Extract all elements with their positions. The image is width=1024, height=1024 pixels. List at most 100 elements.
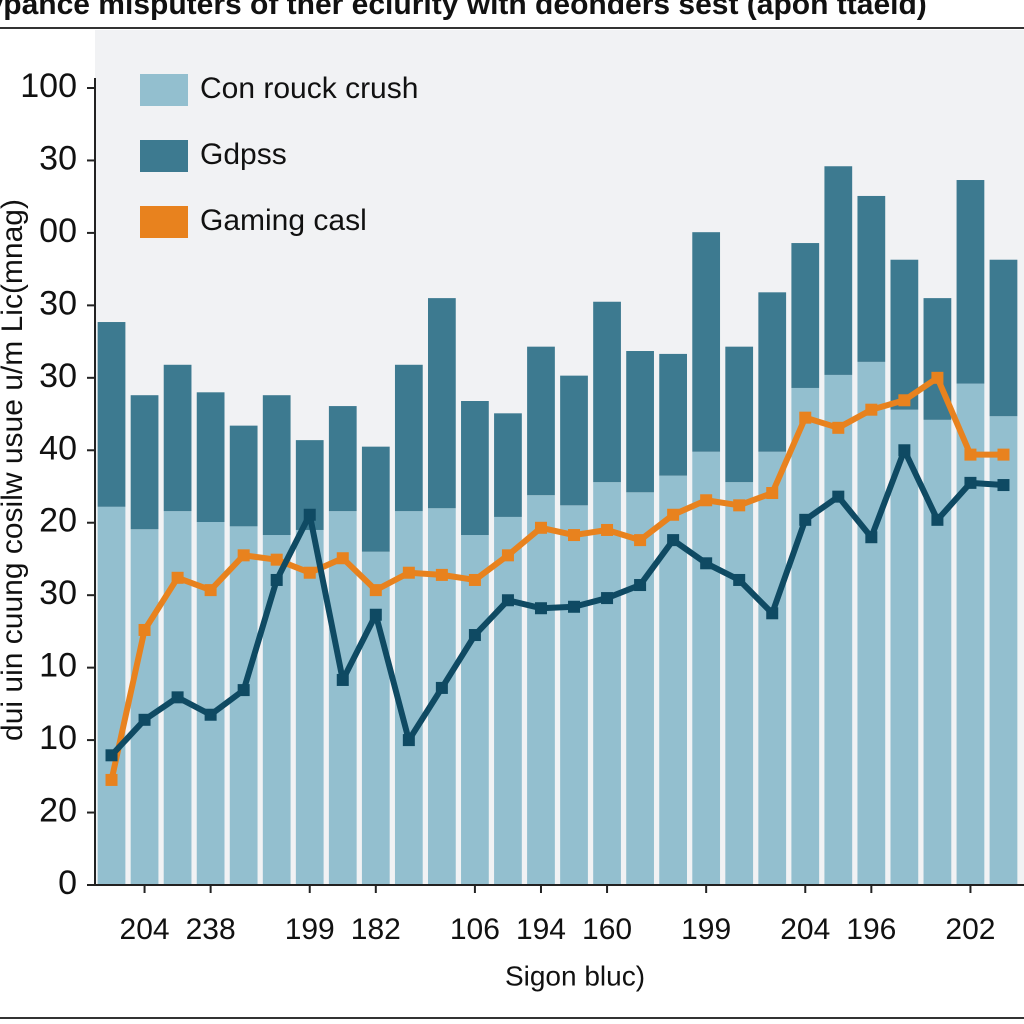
bar (626, 492, 654, 885)
line-marker (237, 549, 250, 562)
bar (692, 451, 721, 885)
line-marker (468, 629, 481, 642)
line-marker (931, 513, 944, 526)
line-marker (568, 529, 581, 542)
line-marker (534, 521, 547, 534)
x-tick-label: 199 (285, 913, 335, 946)
bar (758, 451, 787, 885)
line-marker (534, 602, 547, 615)
bar (989, 416, 1018, 885)
line-marker (865, 531, 878, 544)
bar (890, 409, 919, 885)
line (108, 374, 1004, 781)
line-marker (138, 713, 151, 726)
bar (857, 361, 886, 885)
bar (130, 395, 159, 530)
line-marker (369, 608, 382, 621)
bar (956, 383, 985, 885)
y-tick-label: 20 (39, 502, 77, 540)
y-tick-label: 30 (39, 139, 77, 177)
x-tick-label: 160 (582, 913, 632, 946)
x-tick-label: 194 (516, 913, 566, 946)
bar (593, 482, 621, 885)
bar (295, 529, 324, 885)
bar (97, 506, 126, 885)
bar (956, 180, 985, 384)
line-marker (799, 411, 812, 424)
y-tick-label: 10 (39, 719, 77, 757)
bar (890, 259, 919, 410)
bar (824, 166, 853, 375)
bar (428, 298, 456, 509)
line-marker (634, 579, 647, 592)
legend: Con rouck crush Gdpss Gaming casl (140, 72, 418, 238)
y-tick-label: 20 (39, 792, 77, 830)
y-tick-label: 30 (39, 574, 77, 612)
line-marker (832, 490, 845, 503)
line-marker (568, 600, 581, 613)
bar (328, 511, 357, 885)
line-marker (105, 749, 118, 762)
y-tick-label: 10 (39, 647, 77, 685)
bar (461, 535, 489, 885)
line-marker (171, 691, 184, 704)
bar (791, 387, 820, 885)
bar (857, 195, 886, 362)
bar (97, 322, 126, 507)
line-marker (336, 673, 349, 686)
bar (626, 351, 654, 493)
legend-swatch (140, 140, 188, 172)
line-marker (270, 553, 283, 566)
bar (130, 529, 159, 885)
bar (527, 495, 555, 885)
line-marker (336, 552, 349, 565)
x-tick-label: 204 (780, 913, 830, 946)
line-marker (369, 584, 382, 597)
bar (394, 364, 423, 512)
bar (527, 346, 555, 496)
bar (758, 292, 787, 452)
x-tick-label: 199 (681, 913, 731, 946)
axes: 0 20 10 10 30 20 40 30 30 00 30 100 204 238 199 182 106 1… (20, 67, 1024, 946)
bar (163, 364, 192, 512)
line-marker (898, 444, 911, 457)
line-marker (171, 571, 184, 584)
line-marker (733, 499, 746, 512)
bar (461, 401, 489, 536)
bar (494, 516, 522, 885)
line-marker (700, 557, 713, 570)
line-marker (799, 513, 812, 526)
bar (428, 508, 456, 885)
y-tick-label: 40 (39, 429, 77, 467)
bar (824, 374, 853, 885)
line-marker (667, 508, 680, 521)
y-tick-label: 00 (39, 212, 77, 250)
line-marker (634, 534, 647, 547)
bar (262, 395, 291, 536)
bar (659, 353, 687, 476)
bar (989, 259, 1018, 417)
bar (229, 425, 258, 527)
line (109, 447, 1004, 758)
y-tick-label: 100 (20, 67, 77, 105)
line-marker (931, 371, 944, 384)
line-marker (667, 534, 680, 547)
legend-swatch (140, 74, 188, 106)
line-marker (964, 476, 977, 489)
line-marker (898, 394, 911, 407)
line-marker (303, 508, 316, 521)
y-tick-label: 30 (39, 284, 77, 322)
bar (923, 419, 952, 885)
line-marker (601, 592, 614, 605)
legend-label: Con rouck crush (200, 72, 418, 105)
bar (361, 446, 390, 552)
lines (105, 371, 1010, 786)
line-marker (832, 421, 845, 434)
bar (361, 551, 390, 885)
x-axis-label: Sigon bluc) (505, 960, 645, 991)
line-marker (402, 566, 415, 579)
y-axis-label: dui uin cuung cosilw usue u/m Lic(mnag) (0, 199, 29, 741)
bar (593, 301, 621, 483)
